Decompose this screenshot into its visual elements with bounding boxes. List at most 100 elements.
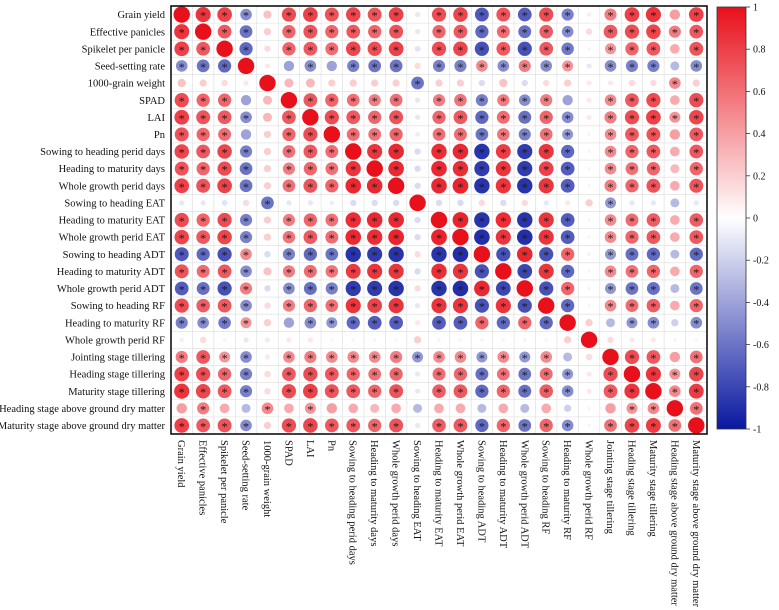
cell-12-24 <box>689 213 704 227</box>
significance-star: * <box>329 163 335 177</box>
significance-star: * <box>372 111 378 125</box>
cell-16-18 <box>561 281 575 296</box>
cell-7-14 <box>475 128 489 141</box>
cell-10-22 <box>646 178 661 193</box>
cell-4-12 <box>435 79 443 87</box>
cell-16-14 <box>474 280 490 297</box>
significance-star: * <box>307 9 313 23</box>
significance-star: * <box>200 231 206 245</box>
cell-13-0 <box>174 229 189 245</box>
cell-15-17 <box>538 263 554 279</box>
cell-4-24 <box>692 79 700 87</box>
cell-17-1 <box>196 298 210 313</box>
cell-10-0 <box>174 178 190 194</box>
cell-18-7 <box>326 317 338 329</box>
cell-0-20 <box>604 8 617 21</box>
cell-19-5 <box>286 337 292 343</box>
cell-11-10 <box>392 199 400 207</box>
significance-star: * <box>179 419 185 433</box>
cell-9-11 <box>414 165 421 172</box>
significance-star: * <box>500 282 506 296</box>
significance-star: * <box>243 26 249 40</box>
cell-14-20 <box>605 248 617 260</box>
cell-16-1 <box>196 282 210 295</box>
cell-4-16 <box>521 79 528 87</box>
cell-9-1 <box>196 162 210 176</box>
significance-star: * <box>457 265 463 279</box>
significance-star: * <box>372 60 378 74</box>
cell-18-2 <box>218 316 231 329</box>
significance-star: * <box>243 351 249 365</box>
column-label: Grain yield <box>175 440 186 488</box>
cell-21-14 <box>475 367 489 381</box>
cell-23-17 <box>541 403 552 414</box>
significance-star: * <box>457 419 463 433</box>
cell-22-10 <box>389 384 404 399</box>
row-label: Jointing stage tillering <box>71 353 166 364</box>
cell-18-18 <box>559 314 576 331</box>
significance-star: * <box>329 300 335 314</box>
cell-2-19 <box>587 46 591 51</box>
significance-star: * <box>608 111 614 125</box>
row-label: Sowing to heading ADT <box>63 250 166 261</box>
significance-star: * <box>436 300 442 314</box>
significance-star: * <box>543 94 549 108</box>
cell-23-1 <box>197 402 210 415</box>
significance-star: * <box>650 265 656 279</box>
cell-23-20 <box>605 403 616 414</box>
significance-star: * <box>286 214 292 228</box>
significance-star: * <box>393 128 399 142</box>
column-label: Spikelet per panicle <box>218 440 229 524</box>
cell-10-23 <box>669 180 680 191</box>
significance-star: * <box>629 43 635 57</box>
significance-star: * <box>350 9 356 23</box>
cell-13-10 <box>388 229 404 245</box>
cell-16-5 <box>283 282 295 295</box>
cell-2-0 <box>174 41 190 57</box>
cell-20-1 <box>196 350 211 364</box>
cell-0-2 <box>217 7 232 22</box>
cell-3-11 <box>414 62 421 70</box>
row-label: Heading stage above ground dry matter <box>0 404 166 415</box>
cell-19-22 <box>650 337 657 343</box>
significance-star: * <box>393 282 399 296</box>
significance-star: * <box>329 94 335 108</box>
cell-18-22 <box>647 316 660 329</box>
cell-6-21 <box>624 110 640 125</box>
cell-13-3 <box>239 231 253 244</box>
cell-0-1 <box>195 6 211 23</box>
cell-12-20 <box>604 214 617 226</box>
cell-8-22 <box>646 144 661 159</box>
cell-20-18 <box>563 352 573 362</box>
cell-12-13 <box>452 212 469 228</box>
row-label: Whole growth perid days <box>59 181 165 192</box>
column-label: Whole growth perid RF <box>583 440 594 540</box>
cell-3-1 <box>196 59 210 73</box>
cell-5-7 <box>325 93 339 107</box>
significance-star: * <box>350 385 356 399</box>
significance-star: * <box>222 146 228 160</box>
significance-star: * <box>350 60 356 74</box>
cell-7-4 <box>263 130 272 139</box>
cell-1-14 <box>475 25 489 39</box>
cell-15-16 <box>517 264 533 279</box>
cell-6-11 <box>414 114 421 120</box>
significance-star: * <box>179 163 185 177</box>
significance-star: * <box>608 248 614 262</box>
significance-star: * <box>457 317 463 331</box>
significance-star: * <box>457 351 463 365</box>
significance-star: * <box>479 300 485 314</box>
cell-18-11 <box>414 320 421 326</box>
cell-17-2 <box>217 298 232 313</box>
cell-13-15 <box>495 229 511 245</box>
cell-2-23 <box>669 43 680 54</box>
cell-24-18 <box>561 419 574 432</box>
significance-star: * <box>543 60 549 74</box>
significance-star: * <box>608 26 614 40</box>
cell-24-13 <box>453 418 468 433</box>
significance-star: * <box>286 231 292 245</box>
cell-20-21 <box>624 349 640 365</box>
significance-star: * <box>243 282 249 296</box>
row-label: Maturity stage above ground dry matter <box>0 421 166 432</box>
significance-star: * <box>565 368 571 382</box>
